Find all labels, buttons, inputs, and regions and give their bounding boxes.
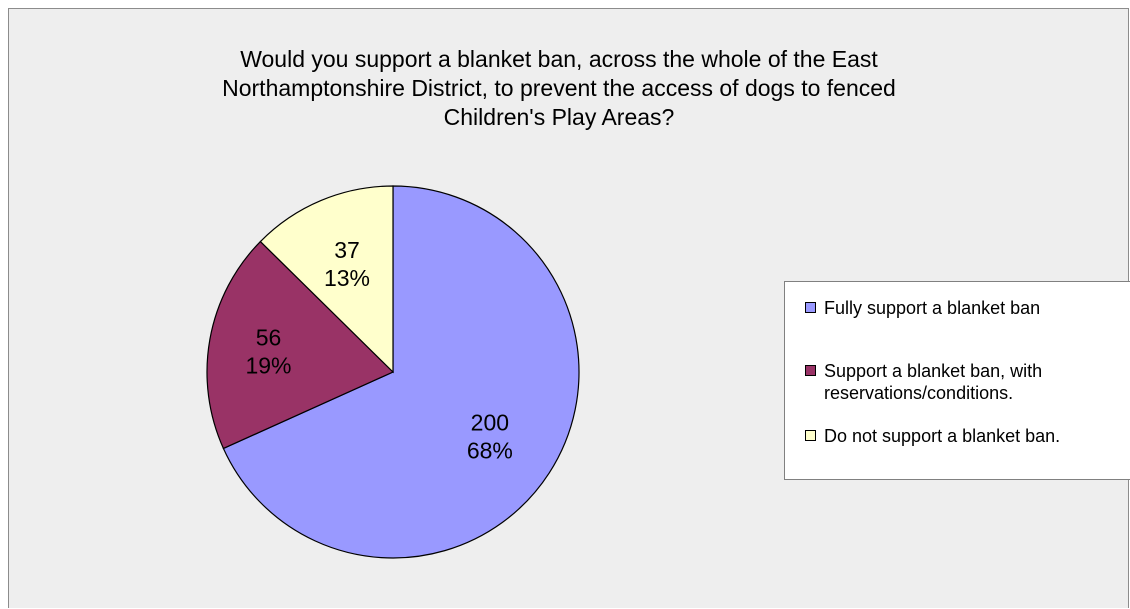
pie-slice-fully-support (222, 185, 580, 559)
chart-title-line: Would you support a blanket ban, across … (240, 46, 878, 72)
data-label-percent: 13% (324, 265, 370, 291)
data-label-value: 56 (256, 325, 282, 351)
legend-label-line: Do not support a blanket ban. (824, 426, 1061, 446)
pie-slice-do-not-support (259, 185, 394, 374)
legend-label-line: Fully support a blanket ban (824, 298, 1041, 318)
legend-swatch (805, 302, 816, 313)
legend-swatch (805, 365, 816, 376)
legend-label-line: Support a blanket ban, with (824, 361, 1043, 381)
data-label-value: 37 (334, 237, 360, 263)
pie-slice-support-with-reservations (206, 240, 395, 450)
data-label-percent: 19% (245, 353, 291, 379)
legend-label: Fully support a blanket ban (824, 297, 1124, 319)
legend-label: Support a blanket ban, with reservations… (824, 360, 1124, 404)
pie-slices (206, 185, 580, 559)
legend-label: Do not support a blanket ban. (824, 425, 1124, 447)
chart-title-line: Northamptonshire District, to prevent th… (222, 75, 896, 101)
legend: Fully support a blanket ban Support a bl… (784, 281, 1130, 480)
legend-label-line: reservations/conditions. (824, 383, 1014, 403)
chart-title-line: Children's Play Areas? (443, 104, 675, 130)
data-label-percent: 68% (467, 438, 513, 464)
legend-swatch (805, 430, 816, 441)
chart-title: Would you support a blanket ban, across … (119, 45, 999, 132)
chart-area: Would you support a blanket ban, across … (8, 8, 1130, 608)
data-label-value: 200 (471, 410, 509, 436)
